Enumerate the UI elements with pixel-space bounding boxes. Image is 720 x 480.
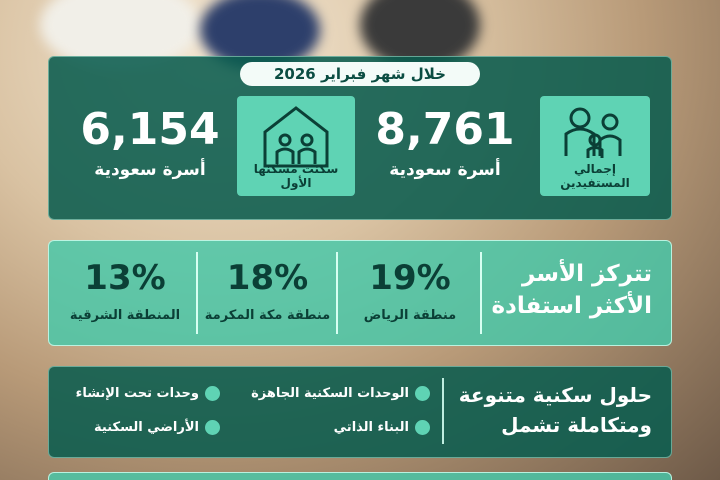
solution-text: الأراضي السكنية	[94, 420, 199, 435]
bullet-icon	[415, 420, 430, 435]
solution-item: الوحدات السكنية الجاهزة	[230, 386, 430, 401]
region-share: 19%	[369, 258, 451, 298]
period-label: خلال شهر فبراير 2026	[240, 62, 480, 86]
divider	[480, 252, 482, 334]
bullet-icon	[205, 386, 220, 401]
stat-unit: أسرة سعودية	[94, 160, 206, 180]
regions-title: تتركز الأسر الأكثر استفادة	[491, 261, 652, 319]
region-name: المنطقة الشرقية	[69, 308, 181, 323]
footer-strip	[48, 472, 672, 480]
divider	[196, 252, 198, 334]
solution-item: وحدات تحت الإنشاء	[40, 386, 220, 401]
bullet-icon	[415, 386, 430, 401]
region-share: 18%	[226, 258, 309, 298]
home-icon	[263, 106, 329, 168]
stat-value: 8,761	[375, 104, 515, 155]
region-share: 13%	[84, 258, 166, 298]
solution-item: الأراضي السكنية	[40, 420, 220, 435]
icon-box: سكنت مسكنها الأول	[237, 96, 355, 196]
solution-text: وحدات تحت الإنشاء	[75, 386, 199, 401]
solutions-panel	[48, 366, 672, 458]
stat-unit: أسرة سعودية	[389, 160, 501, 180]
solutions-title: حلول سكنية متنوعة ومتكاملة تشمل	[458, 383, 652, 437]
solution-item: البناء الذاتي	[230, 420, 430, 435]
solution-text: البناء الذاتي	[333, 420, 409, 435]
region-name: منطقة مكة المكرمة	[204, 308, 331, 323]
divider	[336, 252, 338, 334]
stat-label: إجمالي المستفيدين	[560, 162, 630, 190]
regions-panel	[48, 240, 672, 346]
divider	[442, 378, 444, 444]
bullet-icon	[205, 420, 220, 435]
stat-value: 6,154	[80, 104, 220, 155]
icon-box: إجمالي المستفيدين	[540, 96, 650, 196]
family-icon	[564, 107, 622, 158]
solution-text: الوحدات السكنية الجاهزة	[251, 386, 409, 401]
stat-label: سكنت مسكنها الأول	[253, 162, 339, 190]
region-name: منطقة الرياض	[363, 308, 457, 323]
